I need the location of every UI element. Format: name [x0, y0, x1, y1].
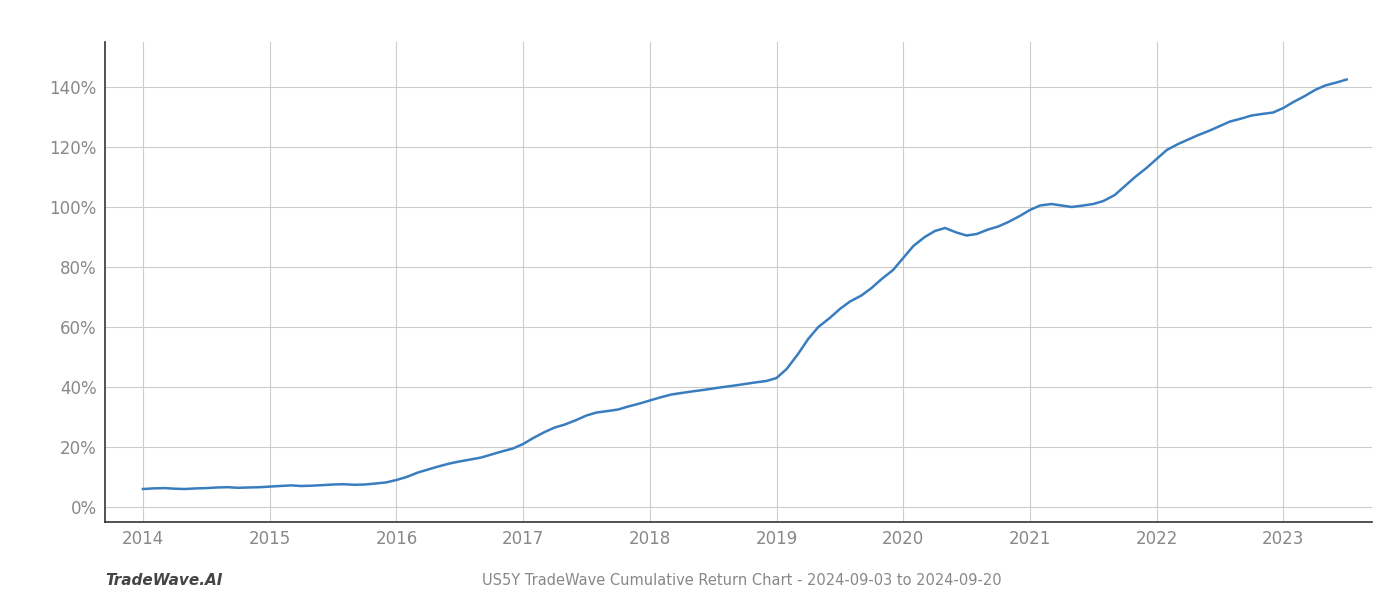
Text: US5Y TradeWave Cumulative Return Chart - 2024-09-03 to 2024-09-20: US5Y TradeWave Cumulative Return Chart -…	[482, 573, 1002, 588]
Text: TradeWave.AI: TradeWave.AI	[105, 573, 223, 588]
